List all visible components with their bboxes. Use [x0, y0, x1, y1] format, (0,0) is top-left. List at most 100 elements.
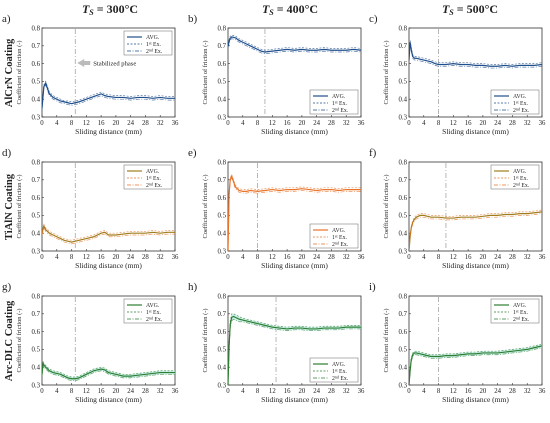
row-header-1: AlCrN Coating: [4, 38, 15, 107]
legend-label: 2nd Ex.: [146, 316, 163, 324]
x-tick-label: 20: [479, 120, 486, 127]
series-line-ex2: [228, 318, 361, 385]
y-tick-label: 0.5: [218, 79, 227, 86]
series-group: [228, 173, 361, 251]
x-tick-label: 8: [437, 388, 441, 395]
x-tick-label: 8: [256, 388, 260, 395]
chart-panel-d: d) 0 4 8 12 16 20 24 28 32 36 0.3 0.4 0.5 0.6 0.7 0.8 Sli…: [2, 147, 179, 270]
x-tick-label: 24: [127, 120, 134, 127]
x-tick-label: 8: [70, 254, 74, 261]
deviation-band: [42, 361, 175, 381]
series-line-ex2: [409, 213, 542, 251]
legend-label: AVG.: [146, 303, 160, 309]
x-tick-label: 24: [127, 388, 134, 395]
legend-label: 1st Ex.: [146, 309, 161, 317]
legend-label: 1st Ex.: [513, 100, 528, 108]
panel-letter: d): [2, 147, 12, 159]
x-tick-label: 24: [313, 254, 320, 261]
series-group: [409, 40, 542, 69]
legend-label: 2nd Ex.: [513, 182, 530, 190]
x-tick-label: 16: [465, 120, 472, 127]
chart-panel-g: g) 0 4 8 12 16 20 24 28 32 36 0.3 0.4 0.5 0.6 0.7 0.8 Sli…: [2, 281, 179, 404]
y-tick-label: 0.7: [399, 43, 408, 50]
legend-box: [123, 30, 173, 56]
series-group: [409, 209, 542, 251]
series-line-ex2: [228, 177, 361, 251]
y-tick-label: 0.3: [218, 248, 227, 255]
legend-label: 1st Ex.: [146, 41, 161, 49]
y-tick-label: 0.7: [32, 311, 41, 318]
y-tick-label: 0.3: [32, 382, 41, 389]
series-line-avg: [409, 42, 542, 67]
x-tick-label: 24: [127, 254, 134, 261]
x-tick-label: 12: [269, 120, 276, 127]
x-tick-label: 28: [142, 388, 149, 395]
x-tick-label: 24: [313, 388, 320, 395]
x-tick-label: 8: [437, 254, 441, 261]
column-header-value: = 500°C: [454, 2, 498, 16]
series-group: [228, 313, 361, 385]
x-tick-label: 4: [55, 254, 59, 261]
x-tick-label: 36: [172, 388, 179, 395]
legend-label: AVG.: [146, 169, 160, 175]
series-line-avg: [409, 345, 542, 385]
legend-label: 2nd Ex.: [332, 241, 349, 249]
column-header-value: = 300°C: [94, 2, 138, 16]
legend-box: [123, 298, 173, 324]
legend-label: 1st Ex.: [513, 175, 528, 183]
x-tick-label: 28: [328, 120, 335, 127]
y-tick-label: 0.7: [399, 177, 408, 184]
x-axis-label: Sliding distance (mm): [261, 395, 328, 404]
x-tick-label: 0: [40, 120, 44, 127]
y-tick-label: 0.6: [32, 61, 41, 68]
legend-label: AVG.: [513, 303, 527, 309]
y-tick-label: 0.6: [32, 195, 41, 202]
chart-panel-f: f) 0 4 8 12 16 20 24 28 32 36 0.3 0.4 0.5 0.6 0.7 0.8 Sli…: [369, 147, 546, 270]
legend-label: 2nd Ex.: [513, 107, 530, 115]
y-tick-label: 0.4: [218, 97, 227, 104]
x-tick-label: 32: [524, 120, 531, 127]
series-line-avg: [42, 361, 175, 380]
column-header-subscript: S: [269, 8, 274, 17]
y-tick-label: 0.8: [32, 25, 41, 32]
x-tick-label: 4: [422, 120, 426, 127]
y-tick-label: 0.5: [218, 213, 227, 220]
x-axis-label: Sliding distance (mm): [442, 261, 509, 270]
series-line-ex2: [42, 364, 175, 381]
y-axis-label: Coefficient of friction (-): [202, 309, 209, 373]
x-tick-label: 12: [83, 388, 90, 395]
legend-label: 1st Ex.: [513, 309, 528, 317]
y-tick-label: 0.8: [218, 25, 227, 32]
y-tick-label: 0.7: [32, 177, 41, 184]
legend: AVG.1st Ex.2nd Ex.: [123, 298, 173, 324]
series-line-ex1: [409, 40, 542, 65]
series-group: [228, 34, 361, 55]
legend-box: [309, 223, 359, 249]
y-axis-label: Coefficient of friction (-): [202, 41, 209, 105]
x-tick-label: 8: [437, 120, 441, 127]
x-axis-label: Sliding distance (mm): [75, 395, 142, 404]
x-tick-label: 16: [98, 388, 105, 395]
y-axis-label: Coefficient of friction (-): [16, 175, 23, 239]
x-tick-label: 32: [343, 254, 350, 261]
y-tick-label: 0.4: [218, 231, 227, 238]
x-tick-label: 32: [343, 120, 350, 127]
stabilized-arrow-icon: [77, 59, 91, 67]
series-line-avg: [228, 315, 361, 385]
series-line-avg: [228, 174, 361, 251]
series-line-ex2: [228, 38, 361, 55]
x-tick-label: 12: [450, 254, 457, 261]
series-line-ex1: [409, 343, 542, 385]
legend-label: AVG.: [513, 169, 527, 175]
legend: AVG.1st Ex.2nd Ex.: [309, 89, 359, 115]
x-tick-label: 8: [256, 254, 260, 261]
chart-panel-b: b) 0 4 8 12 16 20 24 28 32 36 0.3 0.4 0.5 0.6 0.7 0.8 Sli…: [188, 13, 365, 136]
y-tick-label: 0.5: [399, 347, 408, 354]
x-tick-label: 12: [450, 388, 457, 395]
x-tick-label: 16: [284, 254, 291, 261]
panel-letter: i): [369, 281, 376, 293]
column-header-prefix: T: [442, 2, 450, 16]
x-axis-label: Sliding distance (mm): [442, 395, 509, 404]
x-tick-label: 36: [358, 254, 365, 261]
